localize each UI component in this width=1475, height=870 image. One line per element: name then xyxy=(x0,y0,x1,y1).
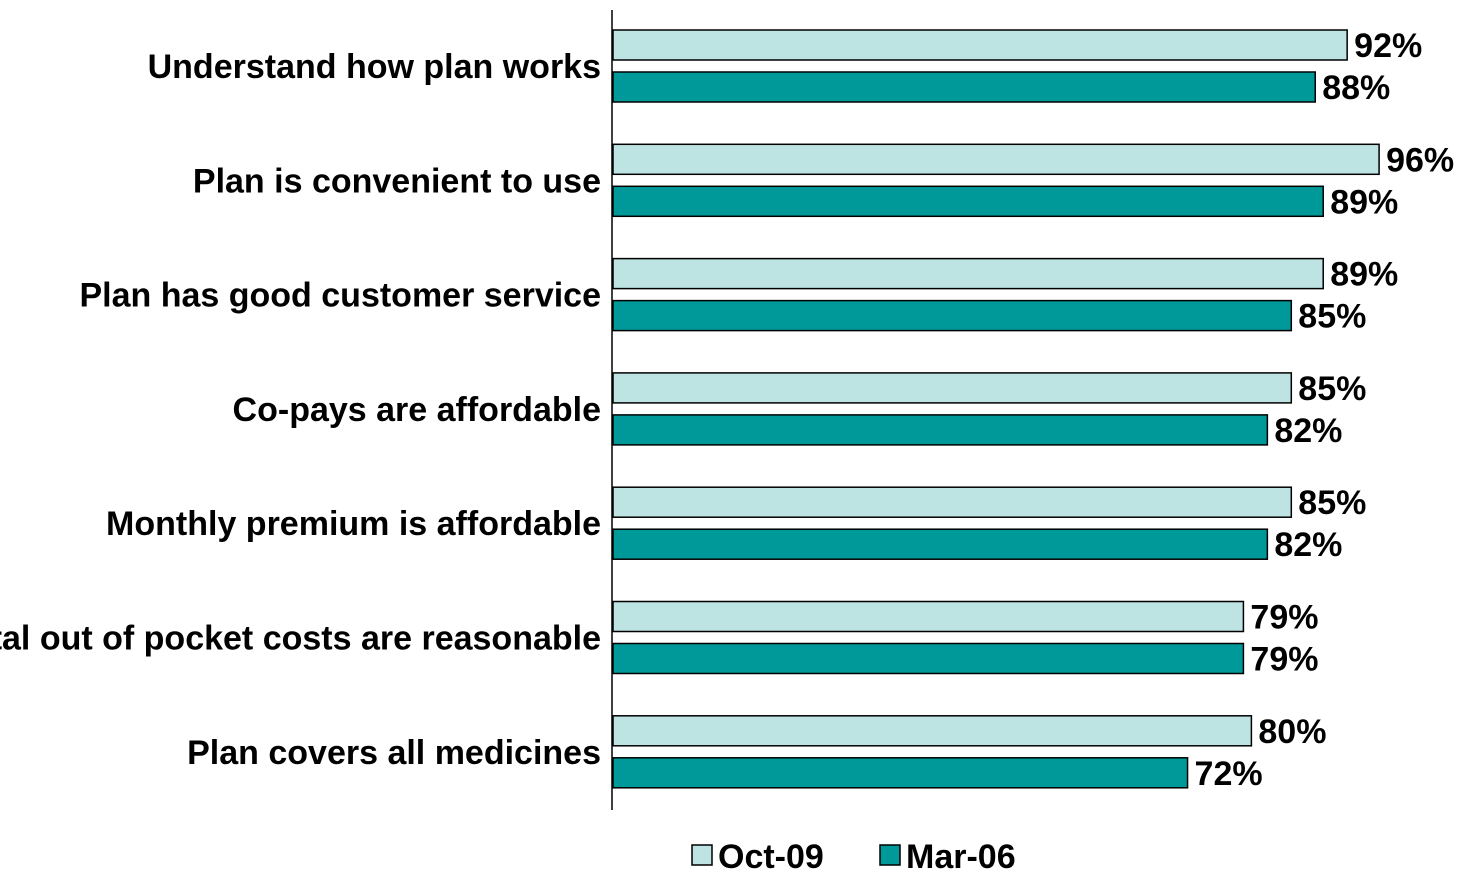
data-label: 72% xyxy=(1195,755,1263,793)
legend-label: Oct-09 xyxy=(718,838,824,870)
data-label: 80% xyxy=(1258,713,1326,751)
bar-mar-06 xyxy=(612,299,1293,332)
bar-oct-09 xyxy=(612,257,1324,290)
data-label: 96% xyxy=(1386,141,1454,179)
category-label: Co-pays are affordable xyxy=(233,391,601,429)
data-label: 85% xyxy=(1298,370,1366,408)
bar-oct-09 xyxy=(612,715,1253,747)
data-label: 85% xyxy=(1298,484,1366,522)
data-label: 89% xyxy=(1330,256,1398,294)
category-label: Monthly premium is affordable xyxy=(106,505,601,543)
category-label: Plan covers all medicines xyxy=(187,734,601,772)
data-label: 92% xyxy=(1354,27,1422,65)
category-label: Understand how plan works xyxy=(148,48,601,86)
bar-mar-06 xyxy=(612,642,1245,675)
category-label: Total out of pocket costs are reasonable xyxy=(0,620,601,658)
bar-mar-06 xyxy=(612,414,1269,446)
bar-oct-09 xyxy=(612,143,1380,176)
data-label: 89% xyxy=(1330,183,1398,221)
category-label: Plan has good customer service xyxy=(79,277,601,315)
data-label: 85% xyxy=(1298,298,1366,336)
legend-swatch-mar-06 xyxy=(879,844,901,866)
category-labels: Understand how plan works Plan is conveni… xyxy=(0,48,601,772)
data-label: 88% xyxy=(1322,69,1390,107)
bar-mar-06 xyxy=(612,71,1316,103)
bar-mar-06 xyxy=(612,185,1324,218)
legend: Oct-09 Mar-06 xyxy=(691,838,1016,870)
bar-mar-06 xyxy=(612,757,1189,789)
category-label: Plan is convenient to use xyxy=(193,162,601,200)
legend-label: Mar-06 xyxy=(906,838,1016,870)
bar-oct-09 xyxy=(612,29,1348,61)
bar-oct-09 xyxy=(612,600,1245,633)
data-label: 79% xyxy=(1250,599,1318,637)
legend-swatch-oct-09 xyxy=(691,844,713,866)
bar-oct-09 xyxy=(612,372,1293,404)
data-label: 79% xyxy=(1250,641,1318,679)
bar-oct-09 xyxy=(612,486,1293,518)
bars xyxy=(612,29,1380,789)
value-labels: 92% 88% 96% 89% 89% 85% 85% 82% 85% 82% 79% 79% 80% 7… xyxy=(1195,27,1455,793)
data-label: 82% xyxy=(1274,412,1342,450)
data-label: 82% xyxy=(1274,526,1342,564)
bar-mar-06 xyxy=(612,528,1269,560)
